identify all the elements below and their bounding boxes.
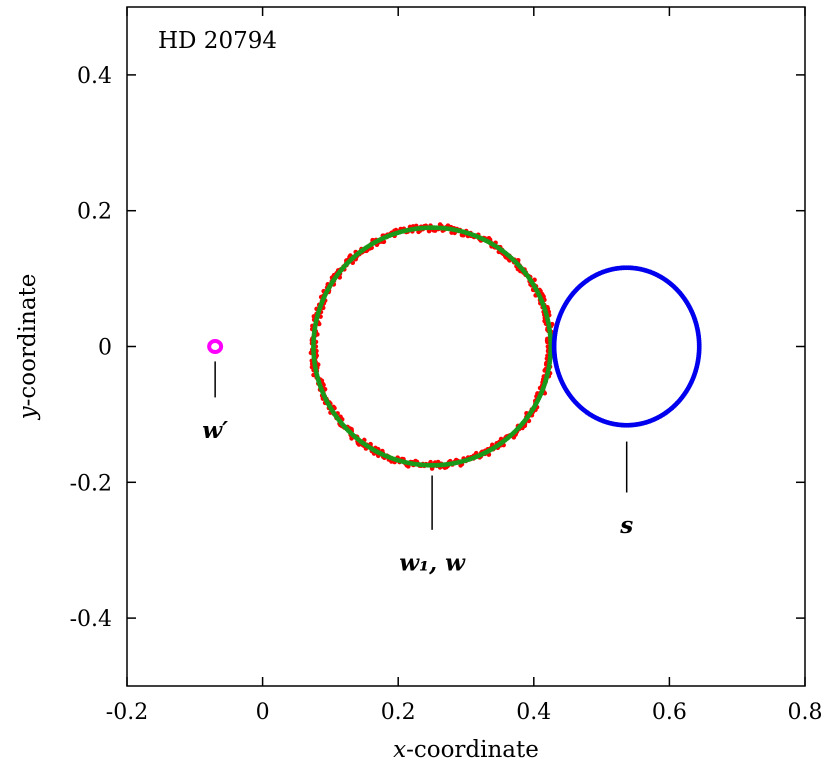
- data-point-blue: [696, 346, 702, 351]
- x-axis-label-var: x: [393, 737, 406, 763]
- data-point-magenta: [207, 339, 224, 354]
- x-tick-label: 0.6: [652, 700, 687, 725]
- plot-frame: [126, 6, 806, 687]
- x-tick-label: 0.8: [788, 700, 823, 725]
- annotation-label: w₁, w: [399, 550, 466, 577]
- y-tick-label: 0.4: [77, 64, 112, 89]
- x-axis-label-rest: -coordinate: [406, 737, 539, 763]
- annotations: w′ w₁, w s: [202, 361, 633, 577]
- y-tick-label: 0: [98, 336, 112, 361]
- data-points: [207, 222, 702, 471]
- x-tick-label: 0: [256, 700, 270, 725]
- y-axis-label: y-coordinate: [15, 274, 41, 421]
- y-axis-label-var: y: [15, 405, 41, 420]
- y-tick-label: -0.2: [70, 471, 112, 496]
- x-tick-label: 0.2: [381, 700, 416, 725]
- y-tick-label: 0.2: [77, 200, 112, 225]
- axis-ticks: -0.2 0 0.2 0.4 0.6 0.8 -0.4 -0.2 0 0.2 0.4: [70, 7, 823, 725]
- annotation-label: w′: [202, 417, 228, 444]
- y-tick-label: -0.4: [70, 607, 112, 632]
- chart-title: HD 20794: [158, 28, 277, 54]
- x-axis-label: x-coordinate: [393, 737, 539, 763]
- y-axis-label-rest: -coordinate: [15, 274, 41, 407]
- x-tick-label: -0.2: [106, 700, 148, 725]
- x-tick-label: 0.4: [516, 700, 551, 725]
- annotation-label: s: [619, 512, 633, 539]
